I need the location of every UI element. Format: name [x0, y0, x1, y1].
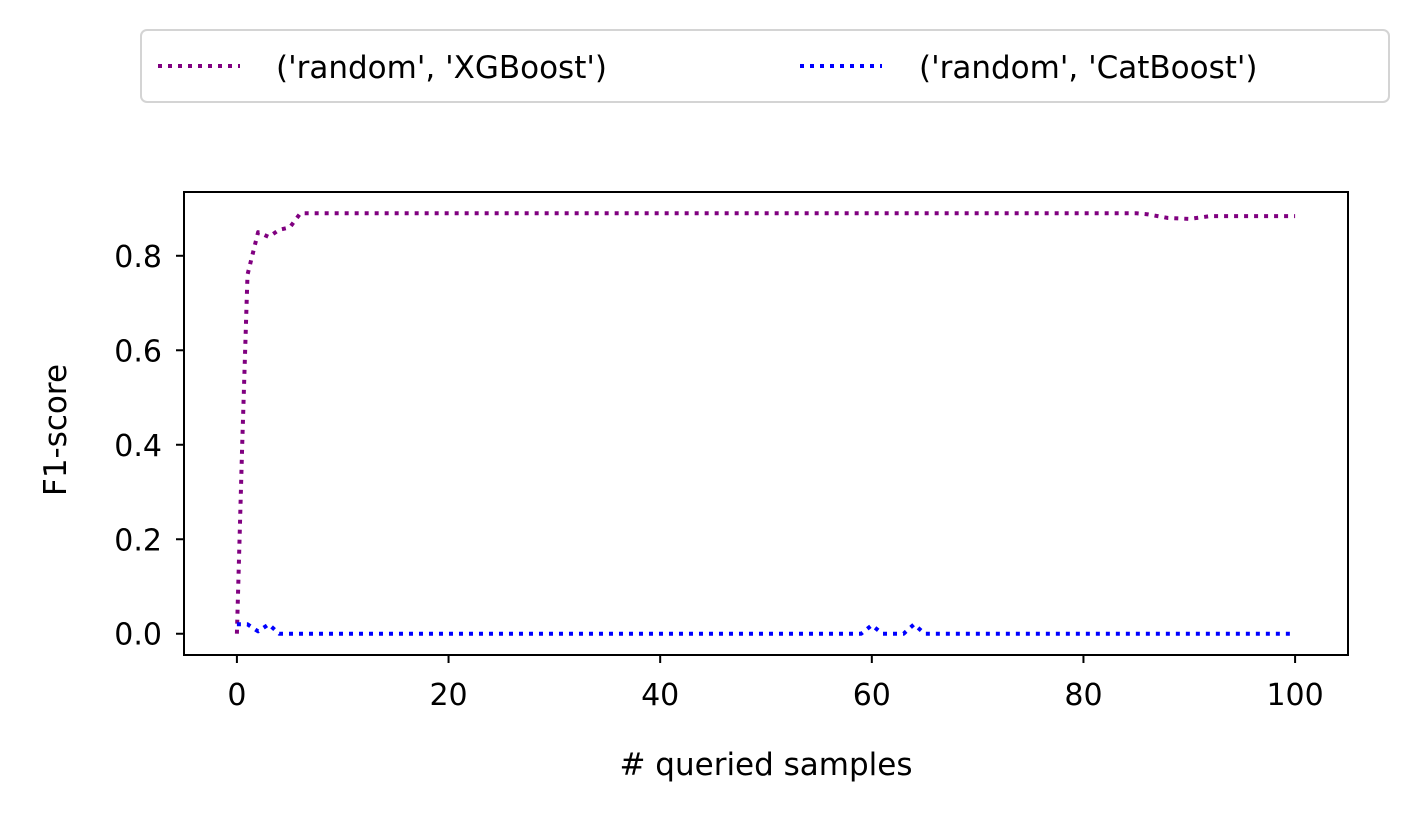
- series-line-xgboost: [234, 211, 1296, 634]
- legend-label-catboost: ('random', 'CatBoost'): [919, 50, 1258, 86]
- y-axis-ticks: 0.0 0.2 0.4 0.6 0.8: [114, 240, 184, 653]
- y-tick-label: 0.4: [114, 429, 162, 464]
- x-tick-label: 0: [227, 678, 246, 713]
- x-tick-label: 100: [1266, 678, 1323, 713]
- series-line-catboost: [236, 622, 1296, 636]
- x-tick-label: 20: [429, 678, 467, 713]
- y-axis-label: F1-score: [38, 364, 74, 496]
- legend-box: [140, 29, 1390, 103]
- plot-area: 0 20 40 60 80 100 0.0 0.2 0.4 0.6 0.8: [114, 191, 1349, 713]
- series-layer: [234, 211, 1296, 636]
- x-tick-label: 40: [641, 678, 679, 713]
- legend-label-xgboost: ('random', 'XGBoost'): [276, 50, 607, 86]
- axes-frame: [183, 191, 1349, 656]
- y-tick-label: 0.2: [114, 523, 162, 558]
- x-axis-ticks: 0 20 40 60 80 100: [227, 655, 1324, 713]
- y-tick-label: 0.6: [114, 334, 162, 369]
- x-tick-label: 80: [1064, 678, 1102, 713]
- legend: ('random', 'XGBoost') ('random', 'CatBoo…: [140, 29, 1390, 103]
- x-tick-label: 60: [853, 678, 891, 713]
- x-axis-label: # queried samples: [619, 747, 912, 783]
- y-tick-label: 0.8: [114, 240, 162, 275]
- y-tick-label: 0.0: [114, 618, 162, 653]
